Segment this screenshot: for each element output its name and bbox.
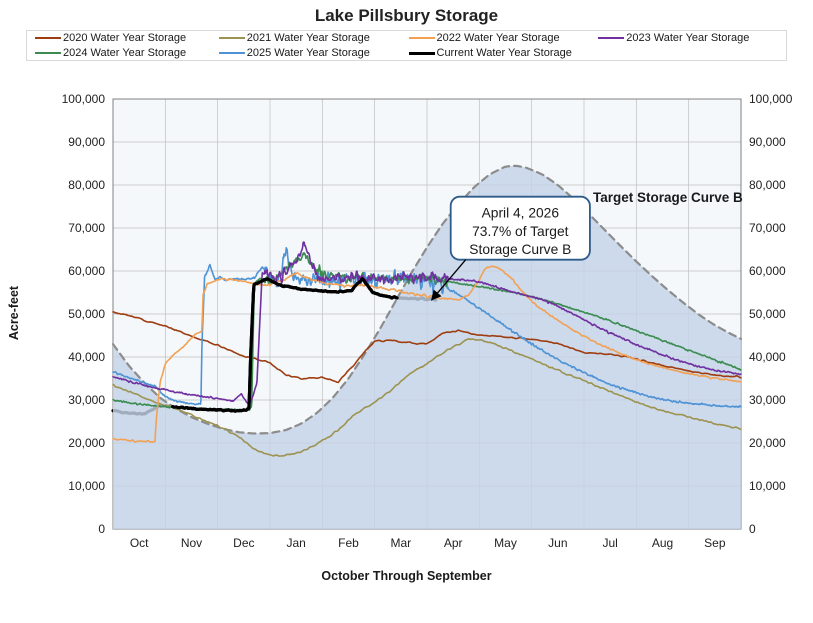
svg-text:40,000: 40,000: [68, 350, 105, 364]
svg-text:70,000: 70,000: [749, 221, 786, 235]
svg-text:Aug: Aug: [652, 536, 673, 550]
svg-text:0: 0: [98, 522, 105, 536]
svg-text:May: May: [494, 536, 517, 550]
svg-text:70,000: 70,000: [68, 221, 105, 235]
svg-text:90,000: 90,000: [749, 135, 786, 149]
svg-text:80,000: 80,000: [68, 178, 105, 192]
svg-text:Jun: Jun: [548, 536, 567, 550]
svg-text:Apr: Apr: [444, 536, 463, 550]
svg-text:Sep: Sep: [704, 536, 726, 550]
svg-text:100,000: 100,000: [749, 92, 793, 106]
svg-text:Jul: Jul: [602, 536, 617, 550]
svg-text:Target Storage Curve B: Target Storage Curve B: [593, 190, 743, 205]
svg-text:Jan: Jan: [286, 536, 305, 550]
svg-text:50,000: 50,000: [749, 307, 786, 321]
svg-text:40,000: 40,000: [749, 350, 786, 364]
svg-text:Mar: Mar: [390, 536, 411, 550]
svg-text:30,000: 30,000: [68, 393, 105, 407]
svg-text:20,000: 20,000: [749, 436, 786, 450]
svg-text:Feb: Feb: [338, 536, 359, 550]
svg-text:Acre-feet: Acre-feet: [7, 285, 21, 340]
svg-text:80,000: 80,000: [749, 178, 786, 192]
svg-text:50,000: 50,000: [68, 307, 105, 321]
svg-text:90,000: 90,000: [68, 135, 105, 149]
svg-text:April 4, 2026: April 4, 2026: [482, 206, 560, 221]
svg-text:60,000: 60,000: [749, 264, 786, 278]
svg-text:Storage Curve B: Storage Curve B: [469, 242, 571, 257]
svg-text:Dec: Dec: [233, 536, 254, 550]
svg-text:Oct: Oct: [130, 536, 149, 550]
svg-text:Nov: Nov: [181, 536, 202, 550]
svg-text:60,000: 60,000: [68, 264, 105, 278]
svg-text:73.7% of Target: 73.7% of Target: [472, 224, 569, 239]
svg-text:0: 0: [749, 522, 756, 536]
svg-text:10,000: 10,000: [749, 479, 786, 493]
svg-text:100,000: 100,000: [62, 92, 106, 106]
svg-text:30,000: 30,000: [749, 393, 786, 407]
svg-text:20,000: 20,000: [68, 436, 105, 450]
svg-text:10,000: 10,000: [68, 479, 105, 493]
